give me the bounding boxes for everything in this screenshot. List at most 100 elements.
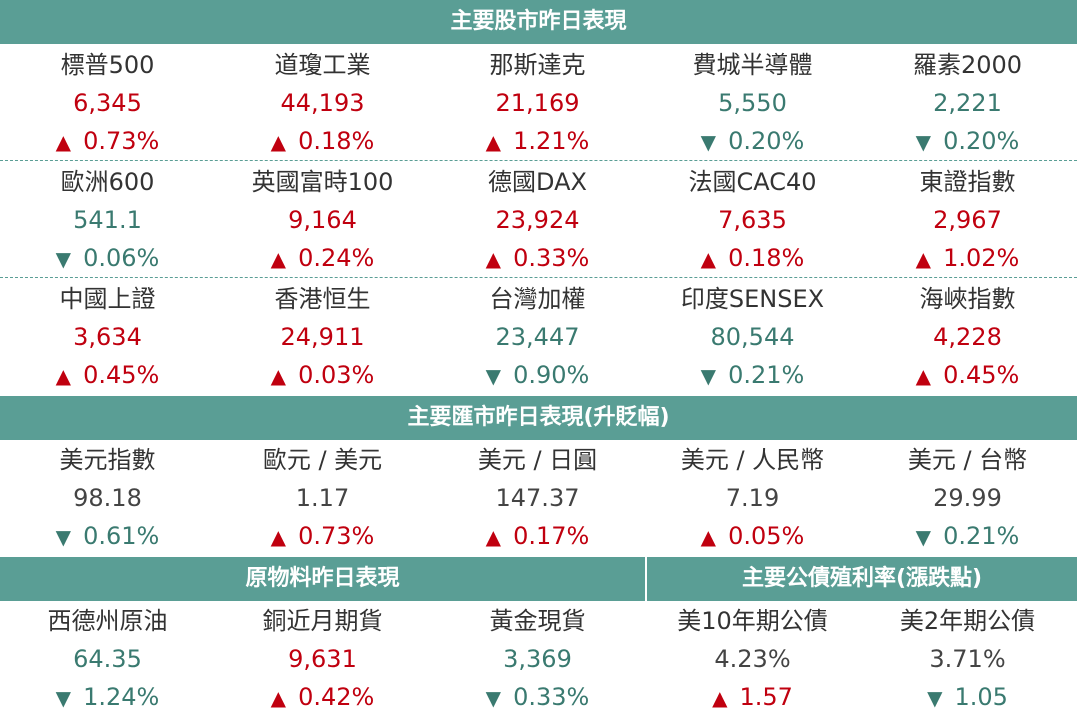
quote-name: 歐洲600 (60, 168, 155, 196)
triangle-up-icon: ▲ (270, 247, 287, 271)
triangle-up-icon: ▲ (485, 247, 502, 271)
quote-cell: 黃金現貨 3,369 ▼ 0.33% (430, 602, 645, 716)
quote-change-value: 0.33% (513, 683, 590, 711)
quote-cell: 美元指數 98.18 ▼ 0.61% (0, 441, 215, 555)
quote-value: 2,221 (933, 89, 1002, 117)
quote-cell: 台灣加權 23,447 ▼ 0.90% (430, 280, 645, 394)
quote-change-value: 0.21% (943, 522, 1020, 550)
quote-change: ▲ 0.05% (645, 517, 860, 556)
quote-cell: 美10年期公債 4.23% ▲ 1.57 (645, 602, 860, 716)
quote-cell: 美2年期公債 3.71% ▼ 1.05 (860, 602, 1075, 716)
triangle-down-icon: ▼ (485, 686, 502, 710)
quote-change: ▲ 0.73% (0, 122, 215, 161)
quote-value: 6,345 (73, 89, 142, 117)
triangle-up-icon: ▲ (270, 686, 287, 710)
quote-change-value: 0.06% (83, 244, 160, 272)
quote-name: 標普500 (60, 51, 155, 79)
quote-change: ▲ 0.18% (215, 122, 430, 161)
quote-value: 2,967 (933, 206, 1002, 234)
triangle-down-icon: ▼ (700, 364, 717, 388)
triangle-up-icon: ▲ (700, 525, 717, 549)
quote-name: 美10年期公債 (677, 607, 828, 635)
quote-value: 4.23% (714, 645, 791, 673)
quote-value: 147.37 (495, 484, 580, 512)
quote-change-value: 0.33% (513, 244, 590, 272)
quote-cell: 西德州原油 64.35 ▼ 1.24% (0, 602, 215, 716)
quote-change-value: 0.17% (513, 522, 590, 550)
quote-cell: 香港恒生 24,911 ▲ 0.03% (215, 280, 430, 394)
quote-change-value: 0.18% (298, 127, 375, 155)
quote-cell: 海峽指數 4,228 ▲ 0.45% (860, 280, 1075, 394)
quote-name: 費城半導體 (692, 51, 813, 79)
triangle-up-icon: ▲ (270, 130, 287, 154)
quote-cell: 法國CAC40 7,635 ▲ 0.18% (645, 163, 860, 277)
stocks-header: 主要股市昨日表現 (0, 0, 1077, 44)
quote-name: 西德州原油 (47, 607, 168, 635)
quote-change-value: 0.42% (298, 683, 375, 711)
quote-name: 中國上證 (59, 285, 156, 313)
quote-change: ▼ 0.21% (860, 517, 1075, 556)
quote-change: ▲ 0.45% (0, 356, 215, 395)
quote-value: 3,369 (503, 645, 572, 673)
stocks-row-2: 歐洲600 541.1 ▼ 0.06% 英國富時100 9,164 ▲ 0.24% … (0, 163, 1077, 277)
quote-name: 東證指數 (919, 168, 1016, 196)
quote-change-value: 0.20% (728, 127, 805, 155)
quote-name: 香港恒生 (274, 285, 371, 313)
quote-change: ▼ 0.20% (860, 122, 1075, 161)
quote-change-value: 0.20% (943, 127, 1020, 155)
header-separator (645, 557, 647, 601)
quote-change-value: 0.05% (728, 522, 805, 550)
quote-value: 44,193 (280, 89, 365, 117)
quote-change-value: 0.21% (728, 361, 805, 389)
quote-cell: 印度SENSEX 80,544 ▼ 0.21% (645, 280, 860, 394)
quote-change: ▼ 0.90% (430, 356, 645, 395)
quote-name: 歐元 / 美元 (262, 446, 383, 474)
quote-name: 海峽指數 (919, 285, 1016, 313)
quote-change: ▲ 0.18% (645, 239, 860, 278)
quote-value: 1.17 (295, 484, 350, 512)
quote-change-value: 0.73% (83, 127, 160, 155)
quote-change: ▼ 0.21% (645, 356, 860, 395)
quote-cell: 羅素2000 2,221 ▼ 0.20% (860, 46, 1075, 160)
commodities-bonds-row: 西德州原油 64.35 ▼ 1.24% 銅近月期貨 9,631 ▲ 0.42% 黃金… (0, 602, 1077, 716)
quote-change: ▲ 1.21% (430, 122, 645, 161)
quote-name: 德國DAX (488, 168, 587, 196)
quote-change: ▼ 0.06% (0, 239, 215, 278)
quote-name: 羅素2000 (912, 51, 1023, 79)
quote-value: 9,164 (288, 206, 357, 234)
quote-change-value: 1.02% (943, 244, 1020, 272)
quote-change: ▼ 1.05 (860, 678, 1075, 717)
quote-name: 道瓊工業 (274, 51, 371, 79)
triangle-down-icon: ▼ (915, 525, 932, 549)
quote-change: ▼ 1.24% (0, 678, 215, 717)
row-divider (0, 160, 1077, 161)
triangle-down-icon: ▼ (700, 130, 717, 154)
triangle-up-icon: ▲ (55, 364, 72, 388)
quote-cell: 標普500 6,345 ▲ 0.73% (0, 46, 215, 160)
quote-name: 英國富時100 (251, 168, 394, 196)
quote-change: ▲ 1.02% (860, 239, 1075, 278)
triangle-up-icon: ▲ (915, 364, 932, 388)
quote-name: 美元 / 人民幣 (680, 446, 825, 474)
quote-value: 541.1 (73, 206, 142, 234)
triangle-up-icon: ▲ (270, 525, 287, 549)
quote-name: 法國CAC40 (688, 168, 817, 196)
quote-change-value: 0.61% (83, 522, 160, 550)
quote-value: 64.35 (73, 645, 142, 673)
stocks-row-3: 中國上證 3,634 ▲ 0.45% 香港恒生 24,911 ▲ 0.03% 台灣加… (0, 280, 1077, 394)
quote-change: ▲ 1.57 (645, 678, 860, 717)
quote-name: 美2年期公債 (899, 607, 1036, 635)
quote-value: 9,631 (288, 645, 357, 673)
quote-value: 4,228 (933, 323, 1002, 351)
commodities-header: 原物料昨日表現 (0, 557, 645, 601)
triangle-down-icon: ▼ (55, 247, 72, 271)
quote-name: 台灣加權 (489, 285, 586, 313)
quote-value: 7,635 (718, 206, 787, 234)
quote-change-value: 0.24% (298, 244, 375, 272)
quote-change: ▲ 0.03% (215, 356, 430, 395)
triangle-up-icon: ▲ (270, 364, 287, 388)
quote-value: 7.19 (725, 484, 780, 512)
quote-change-value: 1.57 (739, 683, 793, 711)
quote-change-value: 0.73% (298, 522, 375, 550)
quote-value: 23,924 (495, 206, 580, 234)
